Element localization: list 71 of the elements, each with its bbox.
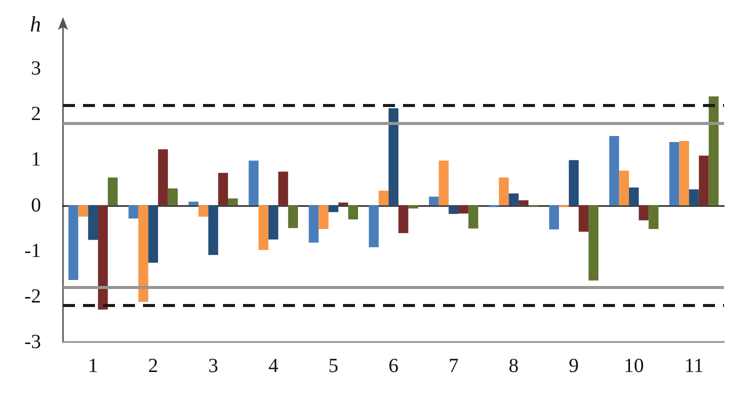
bar xyxy=(278,172,288,206)
x-tick-label: 8 xyxy=(508,355,519,377)
bar xyxy=(98,205,108,310)
bar xyxy=(588,205,598,280)
bar xyxy=(628,188,639,206)
bar xyxy=(218,172,228,206)
bar xyxy=(669,142,680,206)
bar xyxy=(208,205,218,255)
y-tick-label: -1 xyxy=(24,240,41,262)
bar xyxy=(468,205,478,229)
bar xyxy=(128,205,138,218)
bar xyxy=(308,205,319,243)
y-axis-title: h xyxy=(30,12,41,36)
bar xyxy=(698,156,709,206)
bar xyxy=(168,188,178,206)
y-tick-label: 0 xyxy=(31,194,41,216)
bar xyxy=(578,205,589,232)
bar xyxy=(438,160,449,206)
bar xyxy=(508,193,519,206)
bar xyxy=(689,189,699,206)
y-tick-label: 3 xyxy=(31,58,41,80)
bar xyxy=(398,205,408,234)
bar xyxy=(148,205,158,263)
x-tick-label: 9 xyxy=(568,355,579,377)
bar xyxy=(348,205,358,220)
x-tick-label: 11 xyxy=(684,355,704,377)
x-tick-label: 6 xyxy=(388,355,398,377)
bar xyxy=(638,205,649,220)
y-tick-label: 1 xyxy=(31,148,41,171)
bar xyxy=(228,198,238,206)
x-tick-label: 5 xyxy=(328,355,338,377)
bar xyxy=(448,205,459,214)
x-tick-label: 3 xyxy=(208,355,218,377)
bar xyxy=(619,170,629,206)
x-tick-label: 10 xyxy=(624,355,644,377)
bar xyxy=(138,205,148,302)
x-tick-label: 2 xyxy=(148,355,158,377)
bar xyxy=(408,205,418,208)
bar xyxy=(518,200,528,206)
bar xyxy=(158,149,168,206)
bar xyxy=(549,205,559,230)
y-tick-label: -2 xyxy=(24,285,41,308)
x-tick-label: 1 xyxy=(88,355,98,377)
bar xyxy=(318,205,328,229)
bar xyxy=(68,205,78,280)
y-tick-label: -3 xyxy=(24,331,41,353)
bar xyxy=(288,205,298,228)
bar xyxy=(609,136,620,206)
y-tick-label: 2 xyxy=(31,103,41,126)
bar xyxy=(498,177,509,206)
bar xyxy=(108,177,118,206)
bar xyxy=(188,202,198,206)
bar xyxy=(378,190,389,206)
bar xyxy=(458,205,468,214)
bar xyxy=(78,205,88,217)
bar xyxy=(388,108,398,206)
bar xyxy=(428,196,439,206)
x-tick-label: 7 xyxy=(448,355,459,377)
bar xyxy=(708,96,719,206)
bar xyxy=(368,205,379,248)
bar xyxy=(338,202,348,206)
bar xyxy=(198,205,208,217)
bar xyxy=(568,160,579,206)
bar xyxy=(248,160,259,206)
bar xyxy=(679,141,690,206)
bar xyxy=(88,205,98,240)
x-tick-label: 4 xyxy=(268,355,278,377)
bar xyxy=(328,205,338,212)
bar xyxy=(648,205,658,229)
bar xyxy=(258,205,268,250)
bar xyxy=(268,205,278,240)
